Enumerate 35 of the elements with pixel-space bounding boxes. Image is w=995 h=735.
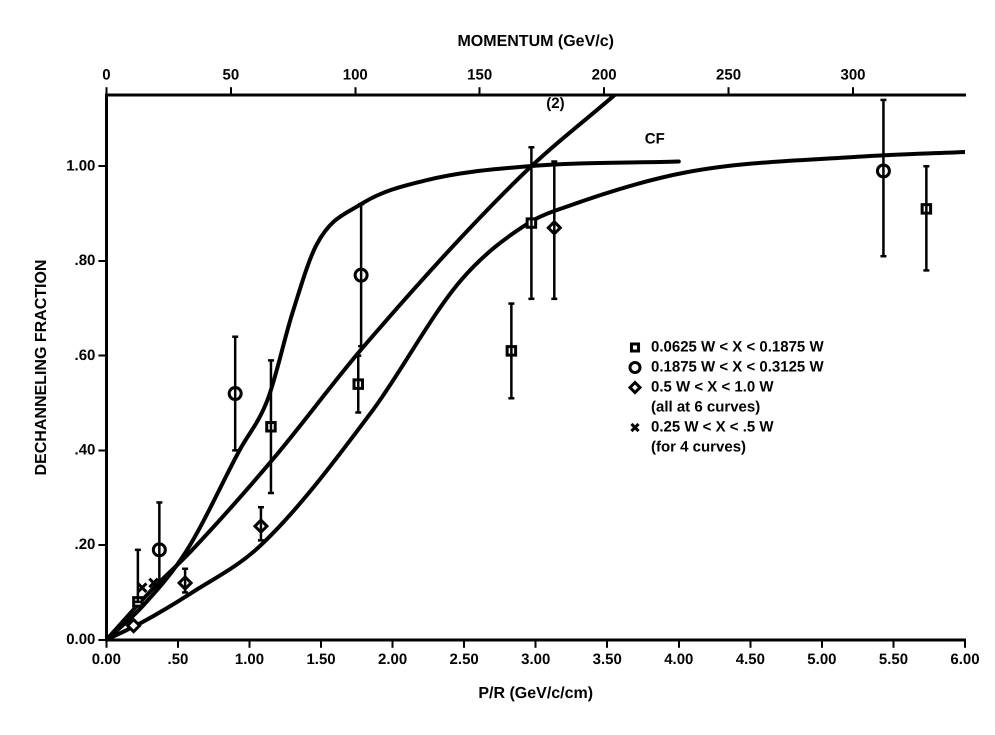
y-tick-label: 0.00: [66, 630, 96, 648]
x-tick-label: 3.00: [521, 650, 550, 668]
x-tick-label: 3.50: [592, 650, 622, 668]
x2-tick-label: 100: [342, 66, 368, 84]
x-tick-label: 2.00: [378, 650, 408, 668]
x-tick-label: 5.00: [807, 650, 836, 668]
x-axis-title: P/R (GeV/c/cm): [478, 684, 594, 702]
x-tick-label: .50: [168, 650, 188, 668]
x2-tick-label: 150: [467, 66, 492, 84]
x-tick-label: 2.50: [450, 650, 479, 668]
x-tick-label: 0.00: [92, 650, 121, 668]
x-tick-label: 4.00: [664, 650, 694, 668]
x2-axis-title: MOMENTUM (GeV/c): [457, 33, 614, 50]
y-tick-label: .40: [74, 442, 96, 459]
x-tick-label: 1.00: [234, 650, 264, 668]
y-axis-title: DECHANNELING FRACTION: [33, 260, 50, 476]
annotation: (2): [546, 95, 565, 112]
y-tick-label: .80: [74, 252, 96, 270]
x-tick-label: 5.50: [878, 650, 908, 668]
x-tick-label: 1.50: [306, 650, 336, 668]
x2-tick-label: 300: [840, 66, 866, 84]
y-tick-label: .60: [74, 346, 96, 364]
legend-label: 0.0625 W < X < 0.1875 W: [651, 338, 824, 356]
legend-label: 0.1875 W < X < 0.3125 W: [651, 358, 824, 376]
y-tick-label: .20: [74, 536, 96, 554]
x2-tick-label: 0: [102, 66, 111, 84]
legend-label: 0.5 W < X < 1.0 W (all at 6 curves): [651, 378, 774, 416]
x2-tick-label: 200: [592, 66, 617, 84]
y-tick-label: 1.00: [66, 157, 96, 174]
x2-tick-label: 250: [716, 66, 742, 84]
annotation: CF: [644, 130, 665, 148]
x-tick-label: 6.00: [950, 650, 980, 668]
x2-tick-label: 50: [222, 66, 240, 84]
x-tick-label: 4.50: [736, 650, 765, 668]
legend-label: 0.25 W < X < .5 W (for 4 curves): [651, 418, 774, 456]
